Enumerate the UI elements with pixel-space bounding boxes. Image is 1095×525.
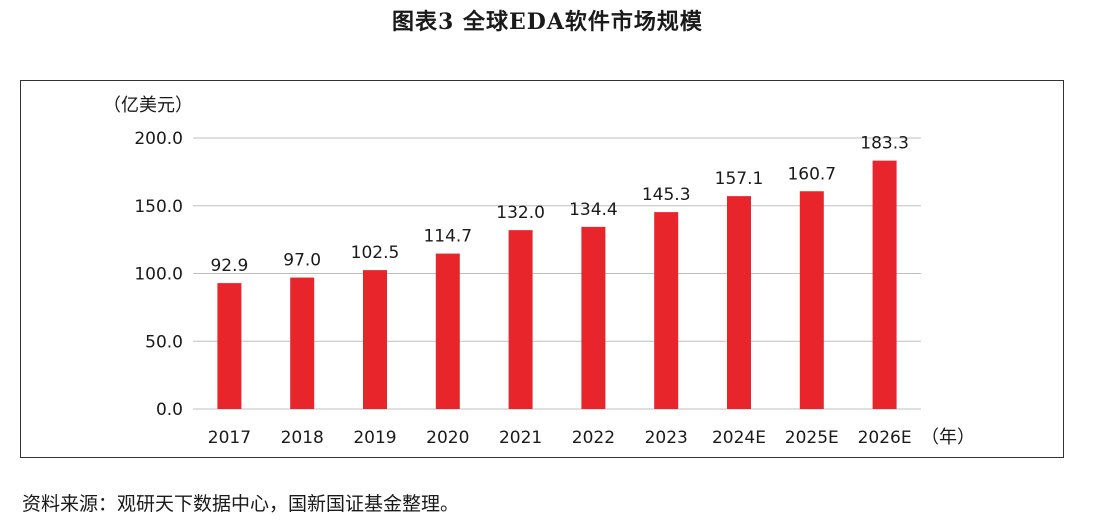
data-labels: 92.9 97.0 102.5 114.7 132.0 134.4 145.3 157.1 16… xyxy=(210,134,908,276)
bar-2026E xyxy=(872,160,897,409)
data-label: 92.9 xyxy=(210,256,248,276)
bar-2021 xyxy=(508,230,533,409)
bar-2020 xyxy=(435,253,460,409)
x-tick-label: 2023 xyxy=(645,428,688,448)
x-axis-tick-labels: 2017 2018 2019 2020 2021 2022 2023 2024E 2025E 20… xyxy=(208,428,912,448)
x-tick-label: 2019 xyxy=(353,428,396,448)
x-tick-label: 2020 xyxy=(426,428,469,448)
data-label: 145.3 xyxy=(642,185,691,205)
bar-2019 xyxy=(363,270,387,409)
data-label: 97.0 xyxy=(283,251,321,271)
data-label: 134.4 xyxy=(569,200,618,220)
bar-2024E xyxy=(727,196,751,409)
data-label: 102.5 xyxy=(351,243,400,263)
y-tick-label: 100.0 xyxy=(134,265,183,285)
x-tick-label: 2021 xyxy=(499,428,542,448)
data-label: 160.7 xyxy=(787,164,836,184)
source-note: 资料来源：观研天下数据中心，国新国证基金整理。 xyxy=(22,493,460,515)
bar-2025E xyxy=(799,191,824,409)
x-tick-label: 2025E xyxy=(785,428,839,448)
y-tick-label: 200.0 xyxy=(134,129,183,149)
bar-2022 xyxy=(581,226,606,409)
bars xyxy=(217,160,897,409)
x-tick-label: 2026E xyxy=(858,428,912,448)
y-axis-tick-labels: 0.0 50.0 100.0 150.0 200.0 xyxy=(134,129,183,420)
y-tick-label: 0.0 xyxy=(156,400,183,420)
bar-2018 xyxy=(290,277,315,409)
x-tick-label: 2024E xyxy=(712,428,766,448)
y-tick-label: 50.0 xyxy=(145,332,183,352)
data-label: 183.3 xyxy=(860,134,909,154)
x-axis-label: （年） xyxy=(921,427,975,448)
bar-chart: 0.0 50.0 100.0 150.0 200.0 92.9 97.0 102.5 114.… xyxy=(103,95,975,448)
gridlines xyxy=(193,137,921,410)
y-axis-label: （亿美元） xyxy=(103,95,193,116)
x-tick-label: 2018 xyxy=(281,428,324,448)
data-label: 157.1 xyxy=(715,169,764,189)
y-tick-label: 150.0 xyxy=(134,197,183,217)
bar-2023 xyxy=(654,212,679,409)
figure-title: 图表3 全球EDA软件市场规模 xyxy=(392,9,703,35)
data-label: 132.0 xyxy=(496,203,545,223)
x-tick-label: 2017 xyxy=(208,428,251,448)
data-label: 114.7 xyxy=(423,227,472,247)
x-tick-label: 2022 xyxy=(572,428,615,448)
chart-frame: 0.0 50.0 100.0 150.0 200.0 92.9 97.0 102.5 114.… xyxy=(20,80,1064,458)
bar-2017 xyxy=(217,283,242,409)
